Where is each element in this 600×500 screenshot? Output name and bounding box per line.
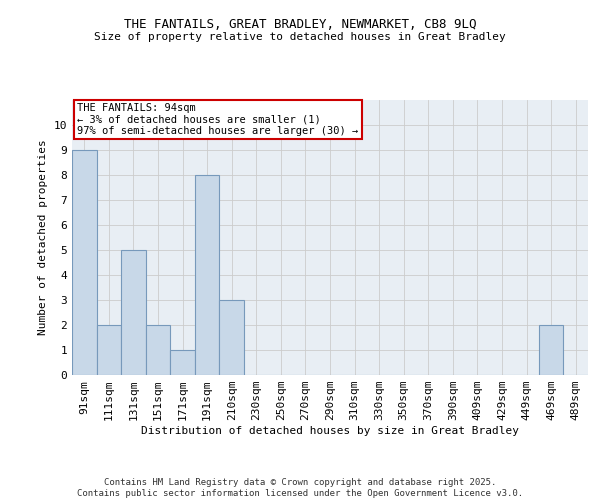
- Y-axis label: Number of detached properties: Number of detached properties: [38, 140, 48, 336]
- Bar: [195, 175, 220, 375]
- Text: THE FANTAILS: 94sqm
← 3% of detached houses are smaller (1)
97% of semi-detached: THE FANTAILS: 94sqm ← 3% of detached hou…: [77, 103, 358, 136]
- Bar: [146, 325, 170, 375]
- Text: Contains HM Land Registry data © Crown copyright and database right 2025.
Contai: Contains HM Land Registry data © Crown c…: [77, 478, 523, 498]
- Bar: [97, 325, 121, 375]
- Text: Size of property relative to detached houses in Great Bradley: Size of property relative to detached ho…: [94, 32, 506, 42]
- Text: THE FANTAILS, GREAT BRADLEY, NEWMARKET, CB8 9LQ: THE FANTAILS, GREAT BRADLEY, NEWMARKET, …: [124, 18, 476, 30]
- Bar: [72, 150, 97, 375]
- Bar: [170, 350, 195, 375]
- X-axis label: Distribution of detached houses by size in Great Bradley: Distribution of detached houses by size …: [141, 426, 519, 436]
- Bar: [121, 250, 146, 375]
- Bar: [220, 300, 244, 375]
- Bar: [539, 325, 563, 375]
